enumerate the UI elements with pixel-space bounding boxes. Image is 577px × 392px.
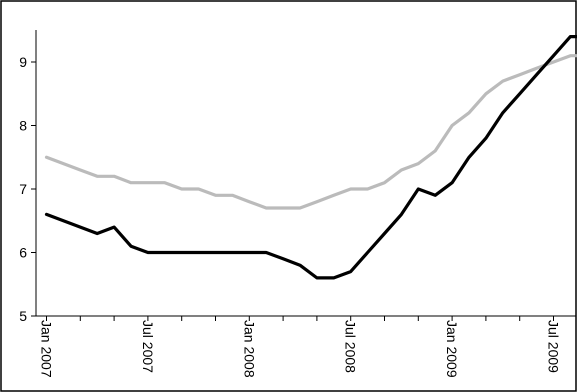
y-tick-label: 5 <box>19 308 27 324</box>
series-line-1 <box>44 54 577 210</box>
series-layer <box>44 34 577 280</box>
x-axis: Jan 2007 Jul 2007 Jan 2008 Jul 2008 Jan 2009… <box>36 315 576 378</box>
y-tick-label: 8 <box>19 118 27 134</box>
x-tick-label: Jul 2008 <box>343 320 359 373</box>
y-axis: 5 6 7 8 9 <box>19 30 37 324</box>
x-tick-label: Jan 2007 <box>39 320 55 378</box>
x-tick-label: Jul 2009 <box>546 320 562 373</box>
x-tick-label: Jan 2008 <box>241 320 257 378</box>
y-tick-label: 9 <box>19 54 27 70</box>
y-tick-label: 7 <box>19 181 27 197</box>
series-line-2 <box>44 34 577 280</box>
y-tick-label: 6 <box>19 245 27 261</box>
x-tick-label: Jul 2007 <box>140 320 156 373</box>
x-tick-label: Jan 2009 <box>444 320 460 378</box>
